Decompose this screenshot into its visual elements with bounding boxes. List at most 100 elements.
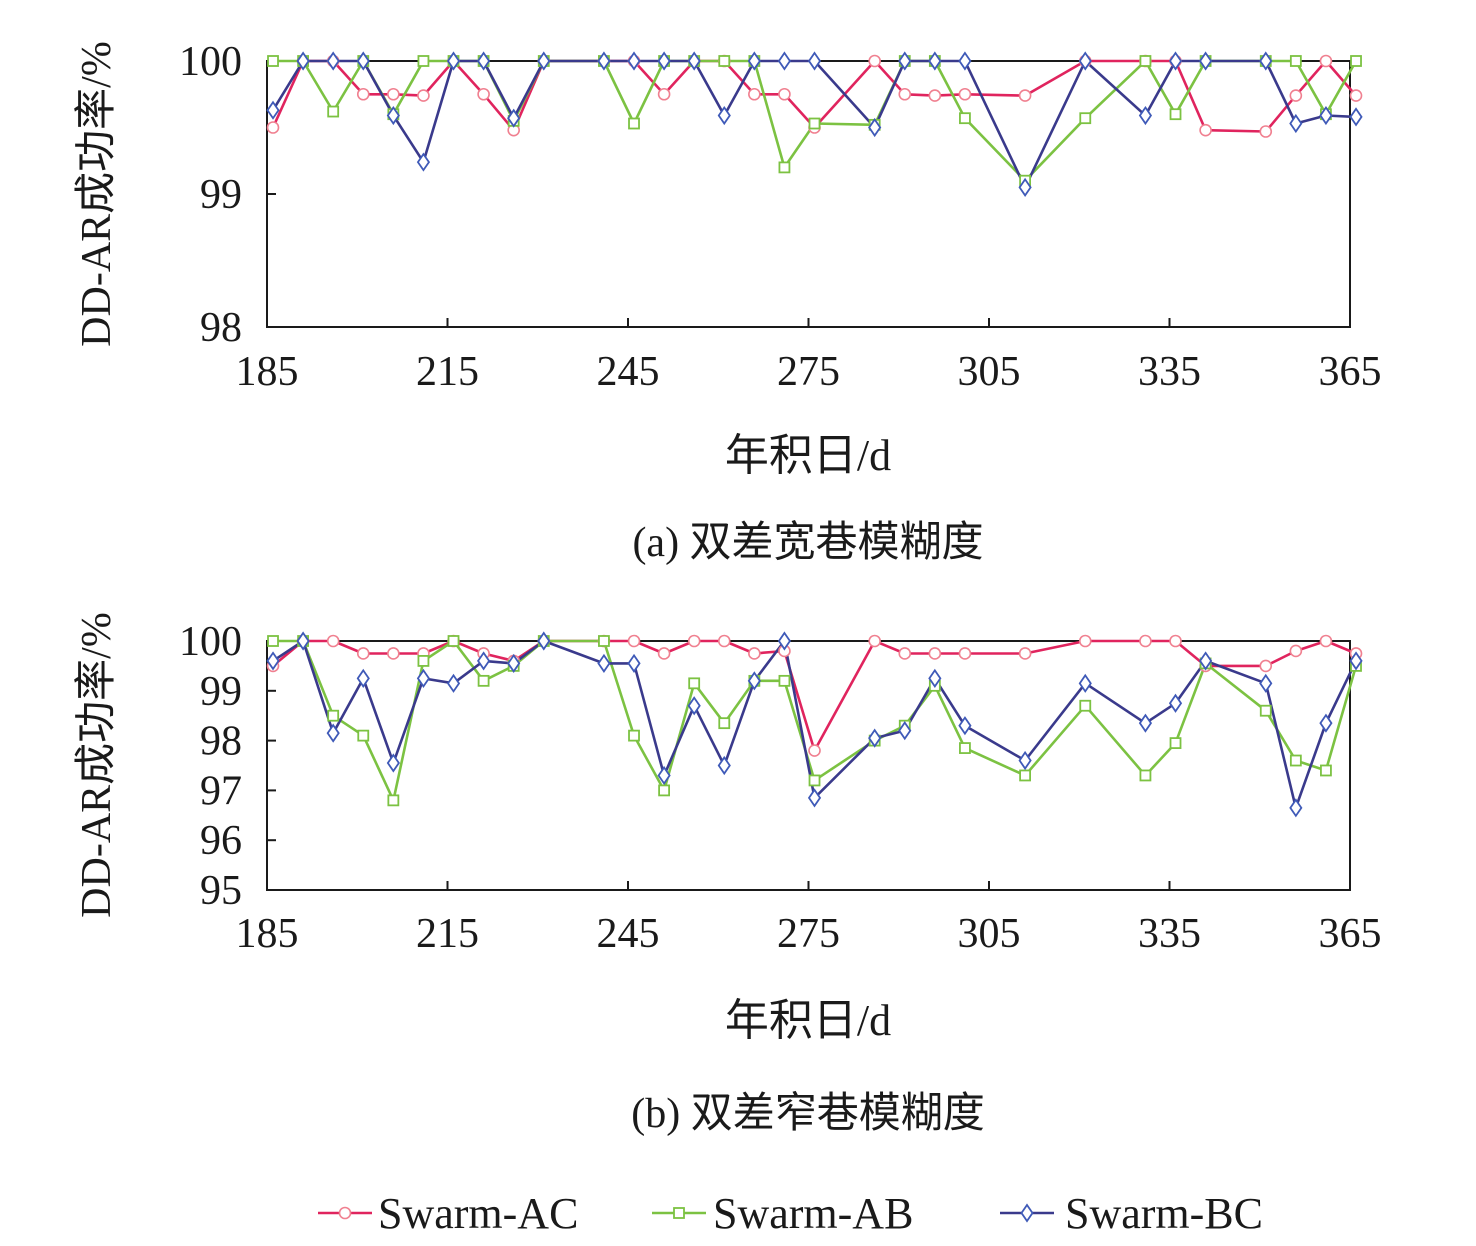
data-point-swarm-bc	[1289, 798, 1303, 818]
data-point-swarm-bc	[1289, 113, 1303, 134]
legend-label-swarm-ac: Swarm-AC	[378, 1189, 578, 1238]
data-point-swarm-ab	[267, 635, 279, 647]
data-point-swarm-bc	[1138, 713, 1153, 733]
data-point-swarm-bc	[777, 51, 792, 71]
data-point-swarm-ac	[1289, 644, 1303, 658]
data-point-swarm-ac	[687, 634, 701, 648]
data-point-swarm-bc	[1349, 107, 1363, 127]
legend: Swarm-AC Swarm-AB Swarm-BC	[318, 1189, 1263, 1238]
data-point-swarm-ac	[1078, 634, 1092, 648]
data-point-swarm-bc	[1319, 105, 1333, 126]
data-point-swarm-bc	[326, 723, 340, 743]
legend-label-swarm-bc: Swarm-BC	[1065, 1189, 1263, 1238]
data-point-swarm-bc	[597, 653, 611, 673]
data-point-swarm-ab	[778, 674, 791, 687]
data-point-swarm-ab	[808, 117, 821, 130]
data-point-swarm-bc	[1168, 51, 1183, 71]
data-point-swarm-bc	[717, 755, 731, 776]
x-tick-label: 245	[597, 349, 660, 395]
data-point-swarm-ac	[1018, 647, 1032, 660]
data-point-swarm-ab	[1169, 108, 1182, 121]
data-point-swarm-ac	[387, 647, 400, 660]
x-tick-label: 335	[1138, 349, 1201, 395]
y-tick-label: 97	[200, 768, 242, 814]
x-tick-label: 275	[777, 349, 840, 395]
figure-caption: (b) 双差窄巷模糊度	[631, 1090, 984, 1137]
data-point-swarm-ab	[267, 55, 279, 67]
data-point-swarm-ac	[1259, 659, 1273, 673]
data-point-swarm-ab	[628, 117, 640, 130]
data-point-swarm-bc	[1018, 750, 1032, 771]
data-point-swarm-bc	[657, 51, 671, 71]
data-point-swarm-ab	[1139, 55, 1152, 67]
data-point-swarm-bc	[898, 51, 912, 71]
data-point-swarm-bc	[1349, 651, 1363, 671]
data-point-swarm-ab	[417, 55, 430, 67]
y-axis-title: DD-AR成功率/%	[73, 612, 120, 918]
data-point-swarm-ac	[748, 647, 761, 660]
data-point-swarm-bc	[1168, 693, 1183, 713]
data-point-swarm-ac	[778, 87, 791, 101]
data-point-swarm-bc	[868, 728, 882, 748]
data-point-swarm-bc	[1259, 51, 1273, 71]
data-point-swarm-bc	[687, 51, 701, 71]
data-point-swarm-bc	[958, 716, 972, 736]
x-tick-label: 305	[958, 349, 1021, 395]
data-point-swarm-bc	[537, 631, 551, 651]
data-point-swarm-bc	[958, 51, 972, 71]
data-point-swarm-bc	[446, 51, 461, 71]
data-point-swarm-ac	[417, 89, 430, 102]
y-tick-label: 100	[179, 39, 242, 85]
data-point-swarm-bc	[386, 753, 400, 773]
data-point-swarm-bc	[928, 668, 942, 688]
data-point-swarm-ab	[327, 709, 340, 722]
chart-panel-a: 185 215 245 275 305 335 365 98 99 100 DD-AR成功率/% 年积…	[73, 39, 1382, 566]
data-point-swarm-ac	[1319, 54, 1333, 68]
plot-frame	[266, 60, 1351, 328]
data-point-swarm-bc	[356, 668, 370, 688]
data-point-swarm-ab	[1139, 769, 1152, 782]
data-point-swarm-ac	[748, 87, 761, 101]
data-point-swarm-ac	[1259, 125, 1273, 138]
data-point-swarm-ac	[1349, 89, 1363, 102]
data-point-swarm-ac	[808, 744, 821, 757]
data-point-swarm-ab	[1289, 55, 1302, 67]
data-point-swarm-bc	[928, 51, 942, 71]
x-tick-label: 185	[236, 911, 299, 957]
data-point-swarm-ab	[658, 784, 670, 797]
data-point-swarm-ac	[387, 87, 400, 101]
data-point-swarm-ab	[1259, 704, 1272, 717]
legend-marker-swarm-ac	[338, 1206, 352, 1220]
data-point-swarm-ac	[266, 121, 280, 134]
data-point-swarm-bc	[326, 51, 340, 71]
data-point-swarm-bc	[807, 788, 822, 808]
data-point-swarm-ab	[1289, 754, 1302, 767]
data-point-swarm-ab	[718, 55, 731, 67]
data-point-swarm-bc	[507, 108, 521, 128]
y-tick-label: 99	[200, 669, 242, 715]
x-tick-label: 305	[958, 911, 1021, 957]
data-point-swarm-bc	[747, 671, 761, 691]
x-tick-label: 185	[236, 349, 299, 395]
data-point-swarm-ac	[1139, 634, 1152, 648]
data-point-swarm-ab	[778, 161, 791, 174]
data-point-swarm-ac	[477, 87, 490, 101]
data-point-swarm-bc	[296, 51, 310, 71]
y-axis-title: DD-AR成功率/%	[73, 41, 120, 347]
data-point-swarm-bc	[266, 651, 280, 671]
data-point-swarm-bc	[1078, 673, 1092, 693]
data-point-swarm-bc	[747, 51, 761, 71]
data-point-swarm-ac	[356, 87, 370, 101]
y-tick-label: 95	[200, 868, 242, 914]
x-tick-label: 215	[416, 911, 479, 957]
data-point-swarm-bc	[416, 152, 431, 172]
data-point-swarm-bc	[1138, 105, 1153, 126]
data-point-swarm-ab	[357, 729, 370, 742]
legend-label-swarm-ab: Swarm-AB	[713, 1189, 913, 1238]
data-point-swarm-bc	[296, 631, 310, 651]
x-axis-title: 年积日/d	[725, 431, 891, 480]
data-point-swarm-ab	[477, 674, 490, 687]
data-point-swarm-bc	[266, 100, 280, 120]
